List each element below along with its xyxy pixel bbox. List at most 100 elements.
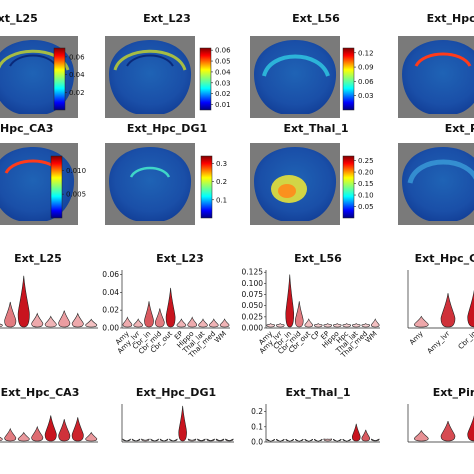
violin-title: Ext_Hpc_CA1 xyxy=(415,252,474,265)
violin-mark xyxy=(332,438,342,442)
violin-mark xyxy=(31,425,44,442)
heatmap-title: Ext_Hpc_CA3 xyxy=(0,122,53,135)
violin-mark xyxy=(141,438,150,442)
colorbar-tick-label: 0.06 xyxy=(215,47,231,55)
heatmap-panel: Ext_Hpc_CA1 xyxy=(398,12,474,118)
colorbar-tick-label: 0.1 xyxy=(216,196,227,204)
colorbar xyxy=(342,47,355,111)
colorbar xyxy=(199,47,212,111)
violin-mark xyxy=(71,417,84,442)
violin-title: Ext_Hpc_CA3 xyxy=(1,386,80,399)
y-tick-label: 0.025 xyxy=(242,312,264,321)
violin-mark xyxy=(225,438,234,442)
colorbar-tick-label: 0.2 xyxy=(216,178,227,186)
colorbar-tick-label: 0.03 xyxy=(358,92,374,100)
x-tick-label: EP xyxy=(173,330,185,342)
violin-mark xyxy=(215,438,225,442)
violin-mark xyxy=(31,312,44,328)
brain-section xyxy=(402,40,474,114)
colorbar-tick-label: 0.04 xyxy=(215,68,231,76)
colorbar xyxy=(200,155,213,219)
violin-mark xyxy=(275,438,285,442)
colorbar-tick-label: 0.06 xyxy=(358,78,374,86)
violin-mark xyxy=(169,438,178,442)
heatmap-panel: Ext_Hpc_CA3 0.005 0.010 xyxy=(0,122,86,225)
violin-mark xyxy=(197,438,206,442)
violin-mark xyxy=(122,438,131,442)
violin-mark xyxy=(370,438,380,442)
violin-mark xyxy=(44,315,57,328)
violin-mark xyxy=(165,287,176,328)
violin-mark xyxy=(0,436,3,442)
violin-mark xyxy=(85,431,98,442)
colorbar-tick-label: 0.20 xyxy=(358,169,374,177)
y-tick-label: 0.050 xyxy=(242,301,264,310)
hippocampus-outline xyxy=(9,54,57,67)
violin-mark xyxy=(294,301,304,328)
brain-section xyxy=(109,147,192,221)
violin-mark xyxy=(285,274,295,328)
y-tick-label: 0.000 xyxy=(242,324,264,333)
heatmap-title: Ext_Thal_1 xyxy=(283,122,348,135)
violin-panel: Ext_L230.000.020.040.06AmyAmy_lvrCbr_inC… xyxy=(102,252,230,360)
violin-mark xyxy=(187,316,198,328)
violin-mark xyxy=(154,308,165,328)
x-tick-label: Amy xyxy=(408,330,425,347)
violin-mark xyxy=(71,312,84,328)
colorbar-tick-label: 0.05 xyxy=(358,203,374,211)
violin-mark xyxy=(351,423,361,442)
colorbar-tick-label: 0.12 xyxy=(358,49,374,57)
violin-mark xyxy=(323,438,333,442)
violin-mark xyxy=(266,323,276,328)
heatmap-panel: Ext_Hpc_DG1 0.1 0.2 0.3 xyxy=(105,122,227,225)
violin-mark xyxy=(266,438,276,442)
colorbar-tick-label: 0.02 xyxy=(215,90,231,98)
violin-title: Ext_L23 xyxy=(156,252,204,265)
violin-mark xyxy=(44,415,57,442)
violin-mark xyxy=(198,318,208,328)
y-tick-label: 0.100 xyxy=(242,279,264,288)
y-tick-label: 0.06 xyxy=(102,270,119,279)
violin-mark xyxy=(440,421,456,442)
expression-band xyxy=(262,54,330,77)
colorbar xyxy=(53,47,66,111)
heatmap-title: Ext_L56 xyxy=(292,12,340,25)
violin-mark xyxy=(313,438,323,442)
heatmap-title: Ext_Hpc_CA1 xyxy=(427,12,474,25)
brain-section xyxy=(109,40,192,114)
violin-mark xyxy=(122,316,133,328)
violin-mark xyxy=(294,438,304,442)
violin-panel: Ext_L25 xyxy=(0,252,98,329)
violin-title: Ext_Pir xyxy=(433,386,474,399)
y-tick-label: 0.125 xyxy=(242,268,264,277)
violin-mark xyxy=(17,275,30,328)
violin-title: Ext_L56 xyxy=(294,252,342,265)
violin-mark xyxy=(4,301,17,328)
violin-mark xyxy=(361,429,371,442)
violin-mark xyxy=(467,415,474,442)
colorbar-tick-label: 0.10 xyxy=(358,192,374,200)
y-tick-label: 0.00 xyxy=(102,324,119,333)
heatmap-panel: Ext_Pir xyxy=(398,122,474,225)
violin-mark xyxy=(176,318,187,328)
y-tick-label: 0.075 xyxy=(242,290,264,299)
x-tick-label: WM xyxy=(213,330,228,345)
colorbar-tick-label: 0.010 xyxy=(66,167,86,175)
colorbar-tick-label: 0.25 xyxy=(358,157,374,165)
violin-mark xyxy=(131,438,141,442)
brain-section xyxy=(254,40,337,114)
hippocampus-outline xyxy=(126,54,174,67)
violin-title: Ext_Thal_1 xyxy=(285,386,350,399)
x-tick-label: WM xyxy=(364,330,379,345)
violin-mark xyxy=(17,431,30,442)
violin-mark xyxy=(159,438,169,442)
colorbar xyxy=(342,155,355,219)
violin-mark xyxy=(133,318,144,328)
expression-band xyxy=(113,49,187,71)
heatmap-panel: Ext_L23 0.01 0.02 0.03 0.04 0.05 0.06 xyxy=(105,12,231,118)
violin-mark xyxy=(275,323,285,328)
colorbar-tick-label: 0.05 xyxy=(215,58,231,66)
violin-mark xyxy=(208,318,219,328)
violin-mark xyxy=(150,438,159,442)
